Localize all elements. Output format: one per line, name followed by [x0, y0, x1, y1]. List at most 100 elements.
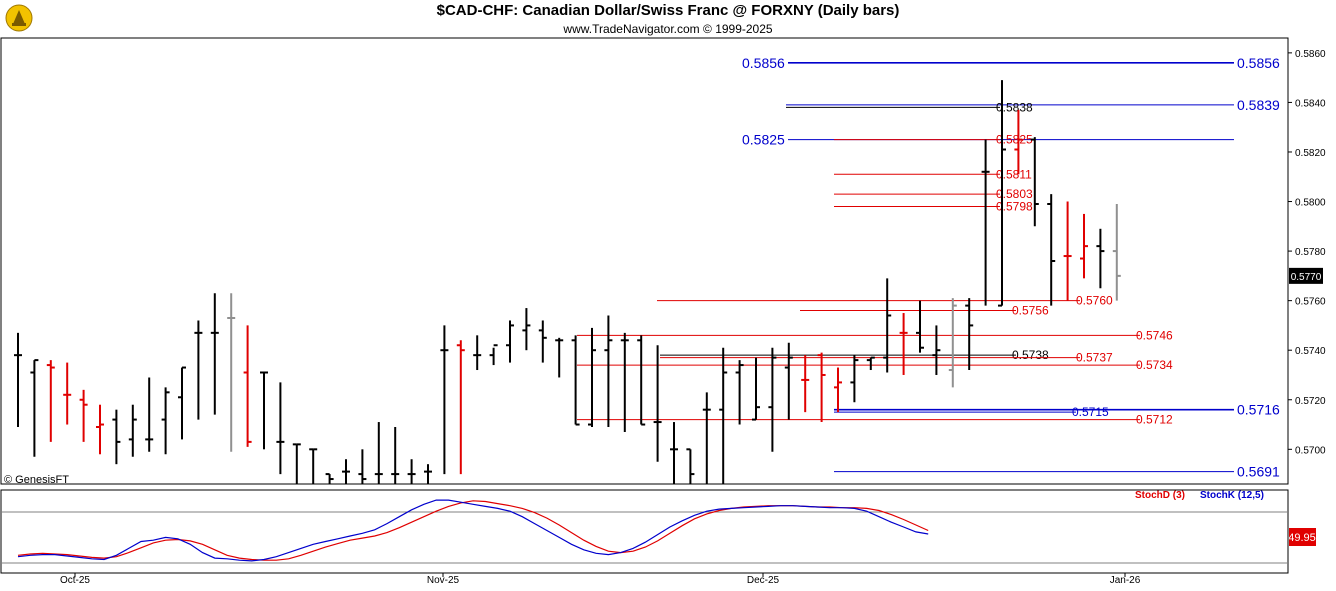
y-tick-label: 0.5820 [1295, 148, 1326, 159]
y-tick-label: 0.5840 [1295, 98, 1326, 109]
price-bar [30, 359, 39, 457]
price-bar [79, 389, 88, 442]
level-label: 0.5734 [1136, 358, 1173, 372]
stochastic-panel: StochD (3) StochK (12,5) 49.95 [17, 490, 1316, 562]
price-bar [325, 473, 334, 484]
price-bar [260, 371, 268, 450]
price-bar [1080, 213, 1088, 279]
price-bar [653, 345, 662, 462]
price-bar [965, 298, 974, 371]
price-bar [768, 347, 777, 452]
price-bar [686, 448, 695, 484]
price-bar [817, 352, 826, 423]
price-bar [210, 293, 219, 415]
y-tick-label: 0.5760 [1295, 297, 1326, 308]
price-bar [456, 340, 465, 475]
level-right-label: 0.5691 [1237, 464, 1280, 480]
level-label: 0.5760 [1076, 294, 1113, 308]
price-bar [998, 80, 1006, 307]
x-tick-label: Nov-25 [427, 575, 460, 586]
stoch-last-box [1289, 528, 1316, 546]
x-tick-label: Dec-25 [747, 575, 780, 586]
price-bar [424, 464, 432, 484]
price-bar [309, 448, 318, 484]
price-bar [932, 325, 941, 375]
y-tick-label: 0.5740 [1295, 346, 1326, 357]
price-bar [440, 325, 449, 475]
price-bar [46, 360, 55, 442]
trade-navigator-logo-icon [5, 4, 33, 32]
stoch-panel-border [0, 489, 1289, 574]
price-bar [834, 367, 842, 413]
price-bar [292, 443, 301, 484]
stochk-line [17, 499, 929, 562]
price-bar [178, 366, 186, 440]
level-label: 0.5803 [996, 187, 1033, 201]
price-bar [752, 357, 760, 421]
level-lines: 0.5856 0.5856 0.5839 0.5838 0.5825 0.5825 0.58… [577, 55, 1280, 480]
price-bar [1047, 194, 1056, 306]
price-bar [276, 382, 285, 475]
price-bar [1030, 137, 1039, 227]
price-bar [358, 449, 367, 484]
level-right-label: 0.5856 [1237, 55, 1280, 71]
price-bar [571, 335, 580, 426]
y-tick-label: 0.5780 [1295, 247, 1326, 258]
level-label: 0.5825 [996, 133, 1033, 147]
price-bar [128, 404, 137, 457]
last-price-label: 0.5770 [1291, 272, 1322, 283]
level-right-label: 0.5716 [1237, 402, 1280, 418]
y-tick-label: 0.5800 [1295, 198, 1326, 209]
level-label: 0.5737 [1076, 351, 1113, 365]
price-bar [473, 335, 482, 371]
price-bar [1014, 109, 1023, 175]
price-bar [342, 459, 350, 484]
axes: 0.5860 0.5840 0.5820 0.5800 0.5780 0.5760 0.57… [60, 49, 1326, 586]
price-bar [145, 377, 154, 452]
level-label: 0.5756 [1012, 304, 1049, 318]
level-label: 0.5798 [996, 199, 1033, 213]
level-label: 0.5715 [1072, 405, 1109, 419]
y-tick-label: 0.5860 [1295, 49, 1326, 60]
price-bar [719, 347, 728, 484]
price-bar [407, 459, 416, 484]
price-bar [916, 300, 924, 353]
price-bar [784, 342, 793, 420]
price-bar [243, 325, 252, 447]
price-bar [374, 422, 383, 484]
stoch-last-value: 49.95 [1288, 532, 1316, 544]
price-bar [506, 320, 514, 363]
price-bar [948, 298, 957, 388]
price-bars [14, 80, 1121, 484]
price-bar [850, 355, 859, 403]
price-bar [522, 308, 531, 351]
price-bar [391, 427, 400, 484]
price-bar [735, 360, 744, 425]
price-bar [702, 392, 711, 484]
x-tick-label: Oct-25 [60, 575, 90, 586]
price-bar [555, 337, 564, 378]
price-bar [96, 404, 104, 455]
level-label: 0.5712 [1136, 413, 1173, 427]
price-bar [981, 139, 990, 306]
price-bar [112, 409, 121, 465]
price-bar [637, 335, 646, 426]
price-bar [620, 332, 629, 432]
y-tick-label: 0.5700 [1295, 445, 1326, 456]
price-bar [538, 320, 547, 363]
price-bar [899, 313, 908, 375]
price-bar [14, 332, 22, 428]
level-label: 0.5838 [996, 100, 1033, 114]
price-bar [866, 356, 875, 371]
price-bar [63, 362, 72, 425]
price-bar [194, 320, 203, 420]
chart-subtitle: www.TradeNavigator.com © 1999-2025 [563, 22, 773, 36]
price-bar [227, 293, 236, 452]
level-right-label: 0.5839 [1237, 97, 1280, 113]
price-bar [161, 387, 170, 455]
price-bar [1063, 201, 1072, 301]
level-label: 0.5746 [1136, 328, 1173, 342]
level-label: 0.5811 [996, 167, 1032, 181]
price-bar [801, 355, 810, 413]
